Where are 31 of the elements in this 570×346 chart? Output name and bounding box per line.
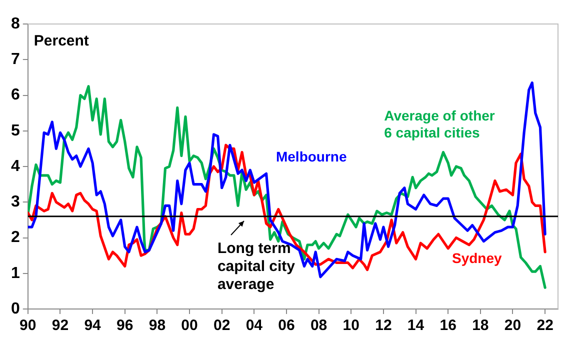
- x-tick-label: 90: [20, 317, 36, 334]
- x-tick-label: 20: [504, 317, 522, 334]
- x-tick-label: 02: [213, 317, 230, 334]
- x-tick-label: 96: [116, 317, 134, 334]
- y-axis-title: Percent: [34, 32, 89, 50]
- y-tick-label: 3: [10, 194, 20, 211]
- x-tick-label: 06: [278, 317, 295, 334]
- x-tick-label: 16: [440, 317, 456, 334]
- series-label: Melbourne: [276, 148, 347, 165]
- y-tick-label: 5: [10, 122, 20, 140]
- text: Average of other 6 capital cities: [384, 107, 496, 140]
- x-tick-label: 94: [84, 317, 102, 334]
- x-tick-label: 98: [148, 317, 166, 334]
- x-tick-label: 22: [536, 317, 554, 334]
- x-tick-label: 00: [181, 317, 198, 334]
- x-tick-label: 92: [52, 317, 69, 334]
- x-tick-label: 14: [407, 317, 425, 334]
- series-label: Sydney: [452, 250, 502, 266]
- x-tick-label: 18: [472, 317, 489, 334]
- y-tick-label: 0: [10, 300, 20, 318]
- x-tick-label: 04: [246, 317, 264, 334]
- y-tick-label: 2: [10, 229, 20, 246]
- x-tick-label: 12: [375, 317, 392, 334]
- y-tick-label: 6: [10, 86, 20, 104]
- x-tick-label: 08: [310, 317, 328, 334]
- annotation: Long term capital city average: [217, 240, 296, 294]
- y-tick-label: 1: [10, 264, 20, 282]
- y-tick-label: 7: [10, 51, 20, 68]
- y-tick-label: 4: [10, 158, 20, 175]
- x-tick-label: 10: [342, 317, 360, 334]
- y-tick-label: 8: [10, 15, 20, 32]
